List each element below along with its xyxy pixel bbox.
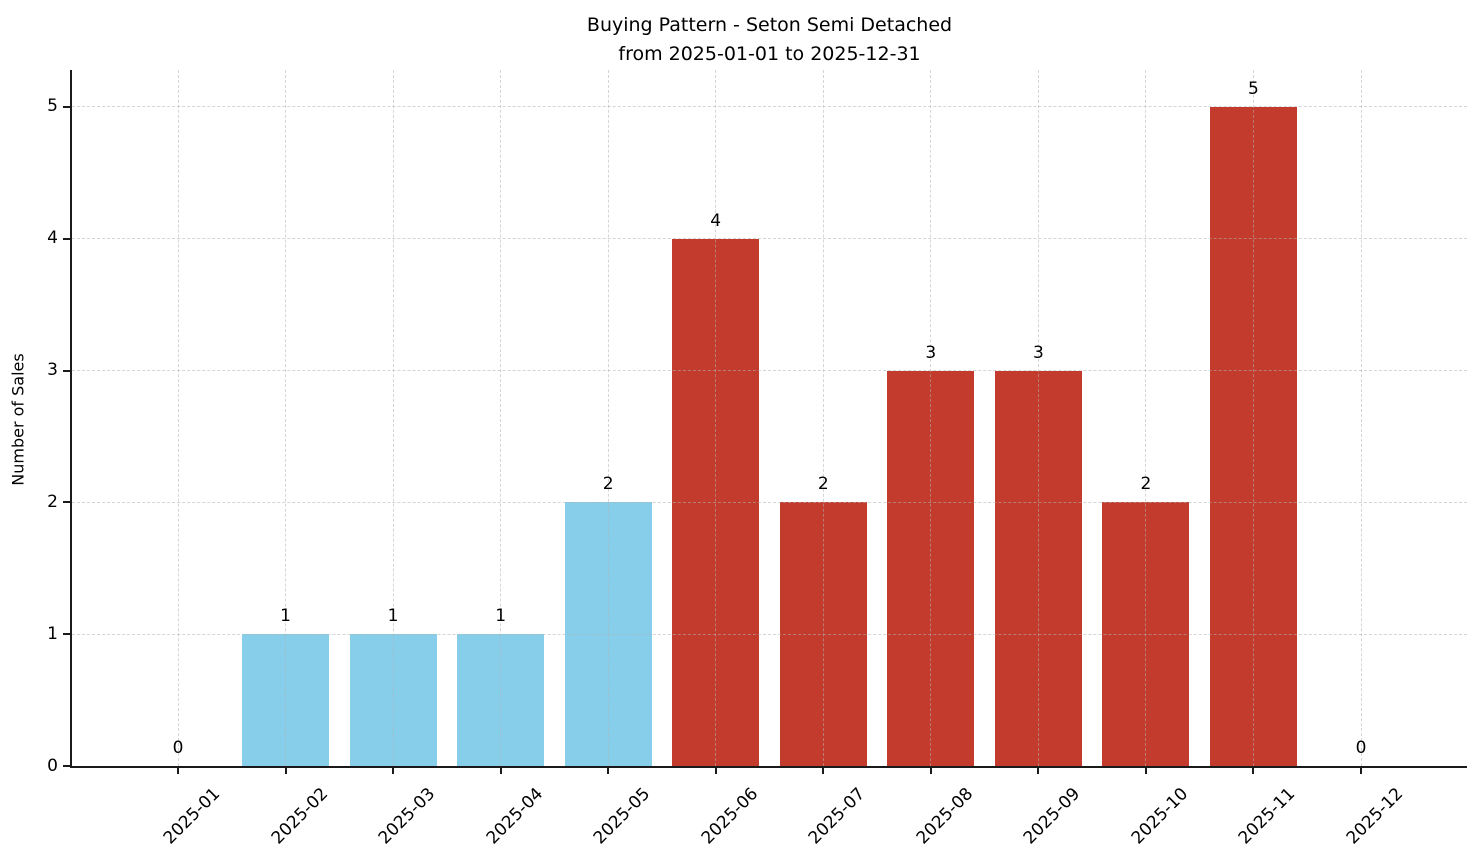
x-tick-label-text: 2025-03 [374,784,440,849]
x-tick-label-text: 2025-10 [1127,784,1193,849]
x-tick-mark [714,766,717,774]
x-tick-label-text: 2025-11 [1235,784,1300,849]
value-label-2025-09: 3 [1032,342,1044,363]
value-label-2025-03: 1 [387,606,399,627]
x-tick-mark [1360,766,1362,774]
y-tick-label: 3 [47,360,58,381]
y-tick-mark [63,501,70,504]
x-tick-label-text: 2025-01 [159,784,225,849]
y-gridline [72,106,1467,108]
x-gridline [930,70,932,766]
x-gridline [715,70,717,766]
y-gridline [72,633,1467,635]
x-tick-mark [1252,766,1255,774]
x-tick-mark [1037,766,1040,774]
x-gridline [822,70,824,766]
value-label-2025-01: 0 [172,738,184,758]
x-gridline [607,70,609,766]
x-gridline [500,70,502,766]
y-tick-label: 4 [47,228,58,249]
x-tick-label-text: 2025-08 [912,784,977,849]
y-tick-label: 2 [47,491,58,512]
x-tick-label-text: 2025-04 [482,784,547,849]
x-gridline [1252,70,1254,766]
x-axis-spine [70,766,1467,768]
x-gridline [1360,70,1362,766]
x-tick-mark [607,766,610,774]
chart-title-line2: from 2025-01-01 to 2025-12-31 [618,43,921,65]
y-tick-mark [63,633,70,636]
x-gridline [1145,70,1147,766]
x-tick-mark [499,766,502,774]
y-tick-mark [63,237,70,240]
x-tick-label-text: 2025-02 [267,784,332,849]
value-label-2025-02: 1 [280,606,291,627]
value-label-2025-05: 2 [602,474,614,495]
plot-area: 0 1 2 3 4 5 2025-01 0 2025-02 1 2025-03 1 2025-04 1 20… [47,70,1467,848]
y-gridline [72,238,1467,240]
x-gridline [285,70,287,766]
y-tick-mark [63,765,70,767]
y-tick-label: 5 [47,96,58,117]
value-label-2025-04: 1 [495,606,507,627]
x-tick-label-text: 2025-09 [1020,784,1085,849]
x-tick-mark [392,766,395,774]
y-gridline [72,501,1467,503]
x-gridline [177,70,179,766]
x-tick-mark [1144,766,1147,774]
y-gridline [72,370,1467,372]
value-label-2025-07: 2 [817,474,829,495]
x-gridline [1037,70,1039,766]
value-label-2025-11: 5 [1248,78,1259,99]
value-label-2025-08: 3 [925,342,937,363]
y-tick-label: 1 [47,623,58,644]
x-tick-label-text: 2025-05 [589,784,655,849]
value-label-2025-10: 2 [1140,474,1152,495]
x-tick-mark [284,766,287,774]
chart-title-line1: Buying Pattern - Seton Semi Detached [586,14,953,36]
x-tick-mark [929,766,932,774]
x-tick-mark [822,766,825,774]
x-gridline [392,70,394,766]
y-axis-spine [70,70,72,768]
value-label-2025-06: 4 [710,210,722,231]
y-tick-label: 0 [47,755,58,776]
x-tick-label-text: 2025-06 [697,784,762,849]
y-tick-mark [63,369,70,372]
chart-title: Buying Pattern - Seton Semi Detached from… [72,11,1467,69]
value-label-2025-12: 0 [1355,738,1367,758]
x-tick-label-text: 2025-12 [1342,784,1408,849]
x-tick-label-text: 2025-07 [805,784,870,849]
x-tick-mark [177,766,179,774]
y-tick-mark [63,105,70,108]
